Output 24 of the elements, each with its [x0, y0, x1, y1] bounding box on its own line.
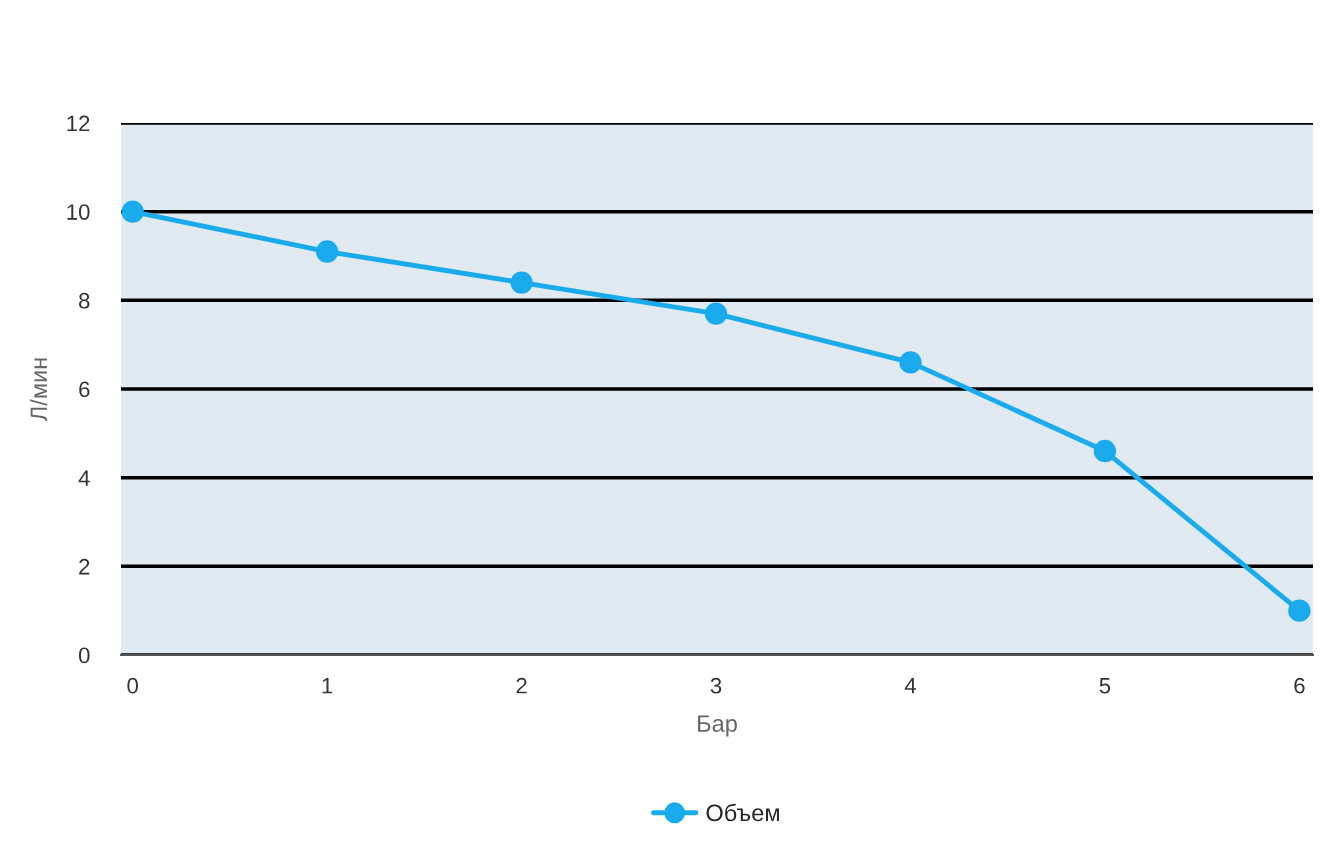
point — [1093, 439, 1117, 463]
y-tick-label: 2 — [79, 558, 90, 575]
y-tick-label: 10 — [67, 204, 90, 220]
point — [510, 271, 533, 294]
point — [315, 240, 339, 263]
y-tick-label: 12 — [67, 115, 90, 132]
x-tick-label: 2 — [516, 677, 527, 694]
y-tick-label: 6 — [79, 381, 90, 398]
x-tick-label: 0 — [127, 677, 138, 694]
x-tick-label: 1 — [322, 678, 333, 694]
x-tick-label: 3 — [710, 677, 722, 694]
x-axis-title: Бар — [698, 715, 737, 737]
y-axis-title: Л/мин — [29, 358, 48, 422]
point — [1288, 599, 1311, 622]
point — [704, 302, 728, 325]
y-tick-label: 4 — [78, 470, 90, 486]
legend-label: Объем — [706, 803, 779, 822]
y-tick-label: 0 — [78, 647, 90, 664]
x-tick-label: 6 — [1294, 677, 1305, 694]
point — [121, 200, 144, 223]
point — [899, 351, 922, 374]
x-tick-label: 4 — [904, 678, 917, 694]
x-tick-label: 5 — [1099, 678, 1111, 694]
y-tick-label: 8 — [79, 292, 90, 309]
